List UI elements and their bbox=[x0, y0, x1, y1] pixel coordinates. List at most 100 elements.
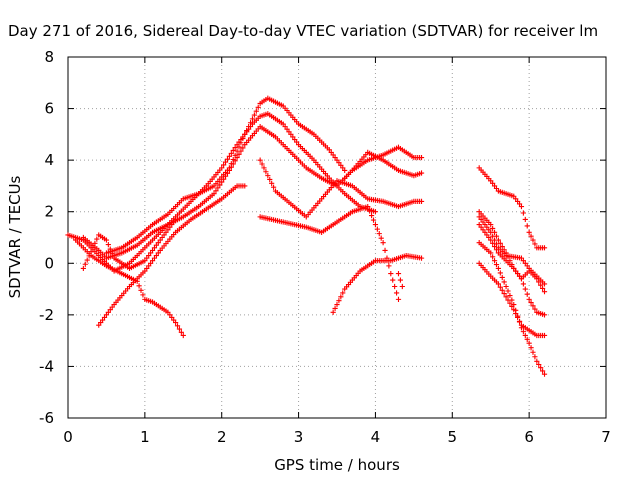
series-s11 bbox=[395, 271, 405, 290]
data-point bbox=[134, 278, 140, 284]
data-point bbox=[528, 345, 534, 351]
series-s9 bbox=[330, 252, 425, 315]
data-point bbox=[226, 165, 232, 171]
data-point bbox=[382, 247, 388, 253]
data-point bbox=[488, 222, 494, 228]
data-point bbox=[238, 140, 244, 146]
data-point bbox=[524, 223, 530, 229]
data-point bbox=[213, 188, 219, 194]
data-point bbox=[395, 296, 402, 302]
data-point bbox=[232, 152, 238, 158]
data-point bbox=[530, 303, 536, 309]
x-tick-label: 4 bbox=[371, 428, 381, 446]
data-points bbox=[65, 95, 548, 377]
data-point bbox=[226, 153, 232, 159]
data-point bbox=[505, 288, 511, 294]
data-point bbox=[270, 184, 277, 190]
data-point bbox=[491, 243, 498, 250]
data-point bbox=[88, 249, 94, 255]
data-point bbox=[90, 244, 96, 251]
data-point bbox=[499, 287, 505, 293]
series-s15 bbox=[476, 209, 548, 295]
data-point bbox=[511, 301, 517, 308]
data-point bbox=[509, 261, 515, 268]
data-point bbox=[336, 298, 342, 304]
data-point bbox=[501, 290, 507, 297]
data-point bbox=[378, 235, 384, 241]
x-tick-label: 2 bbox=[217, 428, 227, 446]
data-point bbox=[86, 253, 92, 259]
data-point bbox=[244, 127, 250, 134]
data-point bbox=[491, 229, 498, 235]
series-s3 bbox=[103, 95, 348, 256]
series-s1 bbox=[65, 111, 379, 274]
data-point bbox=[173, 216, 179, 223]
data-point bbox=[541, 245, 548, 251]
data-point bbox=[541, 281, 548, 287]
data-point bbox=[497, 284, 503, 290]
series-s12 bbox=[476, 165, 548, 251]
data-point bbox=[538, 365, 544, 371]
data-point bbox=[372, 222, 379, 228]
data-point bbox=[232, 144, 238, 151]
data-point bbox=[520, 210, 526, 216]
data-point bbox=[376, 231, 382, 237]
x-tick-label: 1 bbox=[140, 428, 150, 446]
data-point bbox=[340, 290, 346, 296]
data-point bbox=[84, 257, 90, 263]
data-point bbox=[140, 292, 146, 298]
data-point bbox=[92, 240, 98, 246]
data-point bbox=[488, 237, 494, 243]
data-point bbox=[228, 150, 234, 156]
data-point bbox=[219, 179, 225, 185]
data-point bbox=[246, 124, 252, 130]
data-point bbox=[526, 296, 532, 302]
data-point bbox=[539, 368, 546, 374]
data-point bbox=[499, 243, 505, 250]
data-point bbox=[536, 279, 542, 285]
data-point bbox=[176, 326, 183, 332]
data-point bbox=[236, 151, 242, 157]
data-point bbox=[107, 246, 113, 252]
data-point bbox=[230, 147, 236, 154]
series-s5 bbox=[73, 237, 186, 339]
data-point bbox=[211, 191, 217, 197]
y-tick-label: 0 bbox=[44, 254, 54, 272]
data-point bbox=[94, 236, 100, 242]
data-point bbox=[332, 305, 338, 312]
data-point bbox=[488, 250, 494, 256]
data-point bbox=[370, 217, 377, 223]
y-tick-label: 6 bbox=[44, 100, 54, 118]
data-point bbox=[520, 329, 526, 335]
y-tick-label: -6 bbox=[39, 409, 54, 427]
data-point bbox=[534, 358, 540, 364]
data-point bbox=[249, 116, 256, 122]
data-point bbox=[530, 237, 536, 243]
data-point bbox=[222, 159, 229, 165]
data-point bbox=[530, 349, 536, 355]
data-point bbox=[509, 297, 515, 303]
data-point bbox=[259, 161, 265, 167]
data-point bbox=[499, 274, 505, 281]
data-point bbox=[503, 294, 509, 300]
series-s7 bbox=[257, 157, 425, 220]
data-point bbox=[491, 258, 498, 264]
data-point bbox=[532, 354, 538, 360]
data-point bbox=[522, 286, 528, 292]
data-point bbox=[257, 157, 263, 163]
data-point bbox=[418, 154, 425, 161]
data-point bbox=[236, 144, 242, 150]
data-point bbox=[105, 241, 111, 248]
data-point bbox=[338, 294, 344, 300]
chart-title: Day 271 of 2016, Sidereal Day-to-day VTE… bbox=[8, 22, 598, 40]
data-point bbox=[490, 254, 496, 260]
data-point bbox=[219, 165, 225, 171]
series-s6 bbox=[80, 216, 179, 272]
data-point bbox=[103, 237, 110, 243]
data-point bbox=[247, 120, 254, 126]
data-point bbox=[493, 247, 500, 253]
data-point bbox=[538, 282, 544, 288]
data-point bbox=[386, 263, 392, 269]
data-point bbox=[242, 131, 248, 137]
